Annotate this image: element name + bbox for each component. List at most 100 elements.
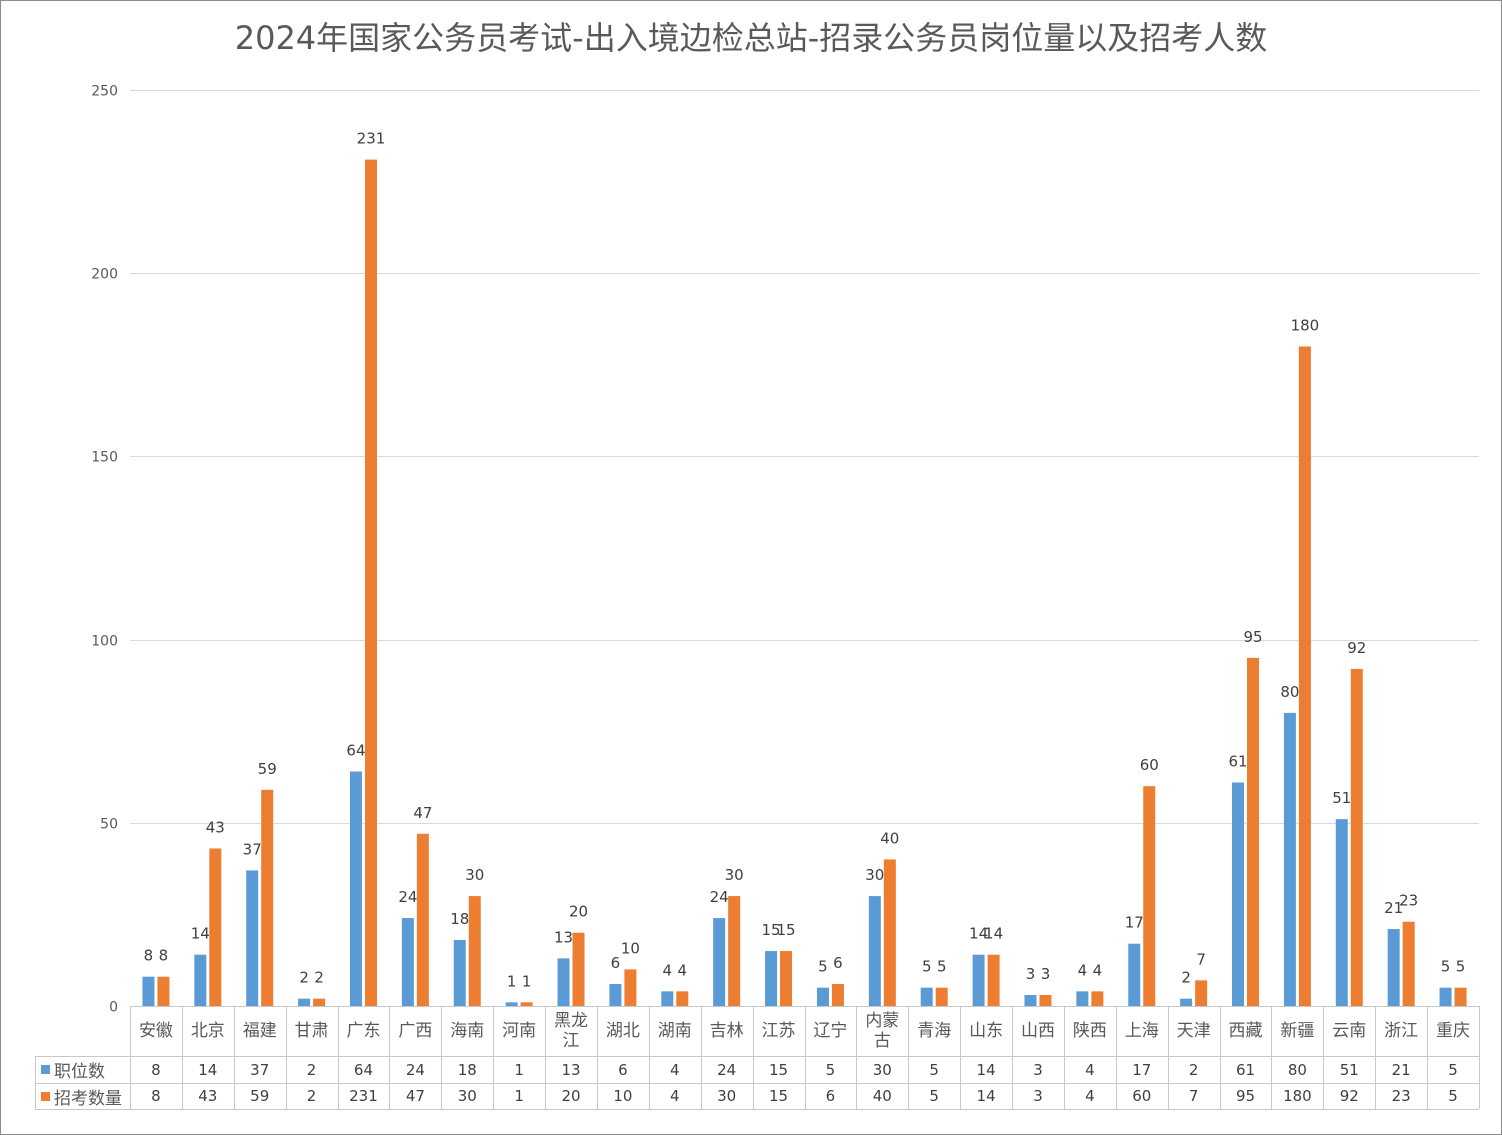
x-category-label: 海南 (441, 1006, 493, 1056)
data-label: 8 (144, 947, 154, 965)
table-cell: 37 (250, 1060, 270, 1079)
bar-series-1 (246, 870, 259, 1006)
table-cell: 30 (717, 1087, 737, 1105)
table-cell: 21 (1391, 1060, 1411, 1079)
bar-series-2 (157, 976, 170, 1006)
data-label: 80 (1280, 683, 1299, 701)
data-label: 21 (1384, 899, 1403, 917)
bar-series-2 (1402, 921, 1415, 1006)
y-tick-label: 150 (91, 450, 118, 466)
category-text: 重庆 (1436, 1021, 1471, 1041)
x-category-label: 新疆 (1271, 1006, 1323, 1056)
x-category-label: 内蒙古 (856, 1006, 908, 1056)
y-tick-label: 250 (91, 84, 118, 100)
data-label: 51 (1332, 789, 1351, 807)
table-cell: 43 (198, 1087, 218, 1105)
data-label: 95 (1243, 628, 1262, 646)
bar-series-2 (987, 954, 1000, 1006)
bar-series-1 (349, 771, 362, 1006)
data-label: 47 (413, 804, 432, 822)
data-label: 14 (191, 925, 210, 943)
bar-series-1 (557, 958, 570, 1006)
bar-series-2 (1298, 346, 1311, 1007)
category-text: 西藏 (1228, 1021, 1263, 1041)
category-text: 江苏 (761, 1021, 796, 1041)
x-category-label: 湖北 (597, 1006, 649, 1056)
category-text: 黑龙江 (554, 1011, 588, 1051)
data-label: 30 (465, 866, 484, 884)
bar-series-1 (1283, 712, 1296, 1006)
data-label: 60 (1140, 756, 1159, 774)
category-text: 湖北 (605, 1021, 640, 1041)
bar-series-2 (209, 848, 222, 1006)
table-cell: 3 (1033, 1087, 1043, 1105)
table-cell: 180 (1283, 1087, 1312, 1105)
legend-label: 招考数量 (54, 1088, 122, 1109)
data-table-grid (35, 1006, 1480, 1110)
legend-key (41, 1065, 50, 1074)
bar-series-1 (972, 954, 985, 1006)
bar-series-1 (1024, 995, 1037, 1006)
category-text: 山东 (969, 1021, 1004, 1041)
x-category-label: 上海 (1116, 1006, 1168, 1056)
data-label: 5 (922, 958, 932, 976)
data-label: 23 (1399, 892, 1418, 910)
table-row-header: 招考数量 (35, 1083, 130, 1109)
table-cell: 47 (405, 1087, 425, 1105)
bar-series-1 (453, 940, 466, 1006)
category-text: 河南 (502, 1021, 537, 1041)
data-label: 6 (611, 954, 621, 972)
x-category-label: 陕西 (1064, 1006, 1116, 1056)
table-cell: 23 (1391, 1087, 1411, 1105)
table-cell: 4 (670, 1087, 680, 1105)
data-label: 2 (299, 969, 309, 987)
data-label: 24 (710, 888, 729, 906)
bar-series-2 (883, 859, 896, 1006)
category-text: 安徽 (138, 1021, 173, 1041)
bar-series-1 (1232, 782, 1245, 1006)
bar-series-2 (1195, 980, 1208, 1006)
table-cell: 30 (872, 1060, 892, 1079)
table-cell: 80 (1287, 1060, 1307, 1079)
x-category-label: 云南 (1323, 1006, 1375, 1056)
table-cell: 8 (151, 1060, 161, 1079)
table-cell: 17 (1132, 1060, 1152, 1079)
data-label: 1 (522, 972, 532, 990)
table-cell: 5 (929, 1087, 939, 1105)
bar-series-1 (816, 987, 829, 1006)
category-text: 天津 (1176, 1021, 1211, 1041)
data-label: 5 (937, 958, 947, 976)
y-tick-label: 200 (91, 267, 118, 283)
bar-series-2 (1350, 668, 1363, 1006)
table-cell: 15 (769, 1060, 789, 1079)
data-label: 13 (554, 928, 573, 946)
bar-series-1 (142, 976, 155, 1006)
table-cell: 6 (618, 1060, 628, 1079)
data-label: 64 (346, 742, 365, 760)
data-label: 3 (1041, 965, 1051, 983)
data-label: 4 (663, 961, 673, 979)
x-category-label: 广西 (389, 1006, 441, 1056)
bar-series-2 (935, 987, 948, 1006)
chart-title: 2024年国家公务员考试-出入境边检总站-招录公务员岗位量以及招考人数 (234, 19, 1268, 57)
data-label: 30 (725, 866, 744, 884)
bar-series-1 (661, 991, 674, 1006)
y-tick-label: 100 (91, 634, 118, 650)
bar-series-1 (401, 918, 414, 1006)
category-text: 广东 (346, 1021, 381, 1041)
table-cell: 231 (349, 1087, 378, 1105)
bar-series-2 (1143, 786, 1156, 1006)
table-cell: 5 (825, 1060, 836, 1079)
bar-series-1 (505, 1002, 518, 1006)
bar-series-2 (1039, 995, 1052, 1006)
data-label: 4 (678, 961, 688, 979)
bar-series-1 (1180, 998, 1193, 1006)
data-label: 40 (880, 829, 899, 847)
data-label: 15 (777, 921, 796, 939)
bar-series-2 (624, 969, 637, 1006)
table-cell: 40 (872, 1087, 892, 1105)
x-category-label: 西藏 (1220, 1006, 1272, 1056)
table-cell: 14 (976, 1060, 996, 1079)
